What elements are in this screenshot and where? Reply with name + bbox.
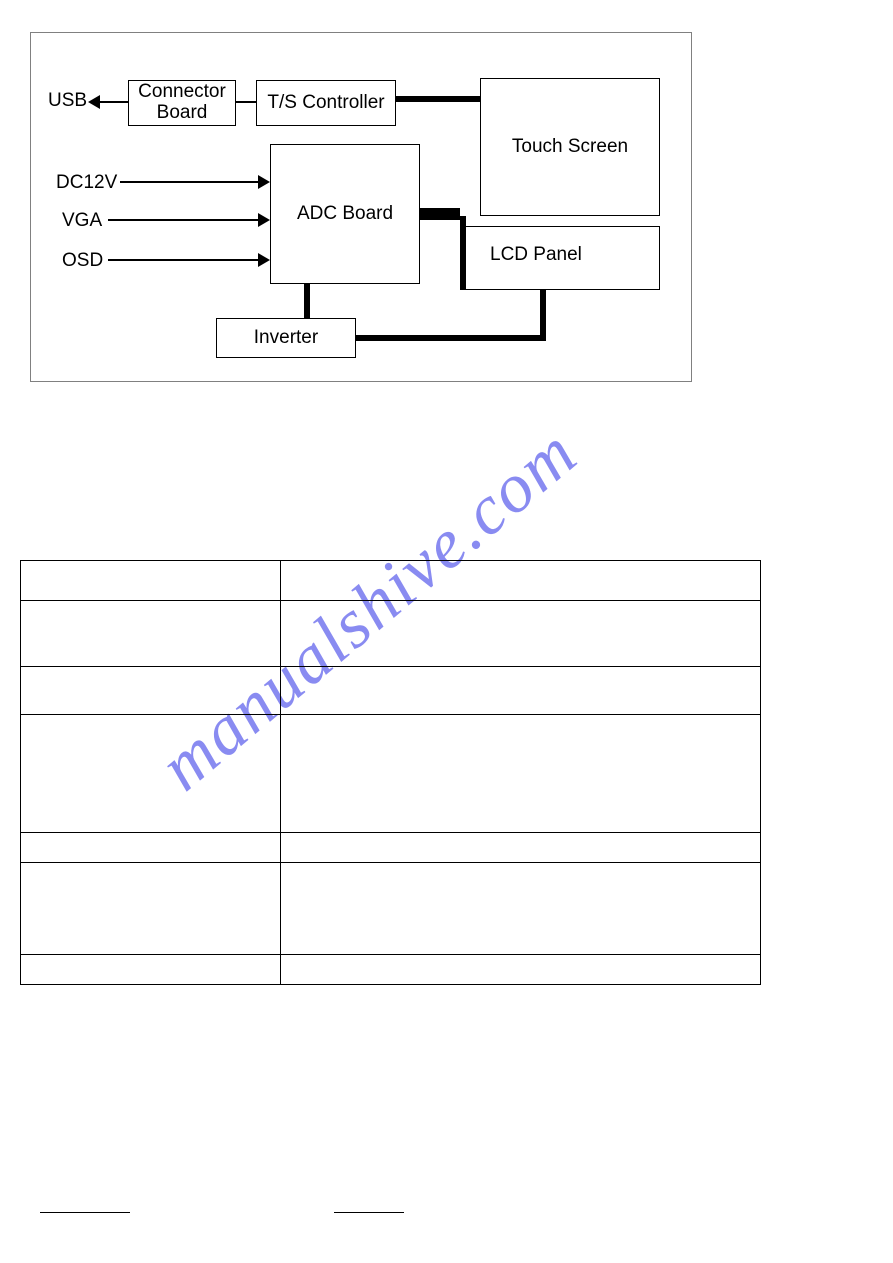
node-label: Inverter (254, 328, 318, 349)
cell (281, 561, 761, 601)
table-row (21, 863, 761, 955)
cell (21, 955, 281, 985)
edge (98, 101, 128, 103)
edge (120, 181, 258, 183)
edge (108, 219, 258, 221)
cell (21, 715, 281, 833)
cell (281, 863, 761, 955)
footer-underline (334, 1212, 404, 1213)
node-connector-board: ConnectorBoard (128, 80, 236, 126)
arrow-icon (258, 175, 270, 189)
cell (21, 833, 281, 863)
node-label: ConnectorBoard (138, 82, 226, 124)
cell (281, 715, 761, 833)
table-row (21, 561, 761, 601)
node-label: Touch Screen (512, 137, 628, 158)
cell (281, 955, 761, 985)
table-row (21, 955, 761, 985)
cell (281, 833, 761, 863)
edge (460, 216, 466, 290)
node-inverter: Inverter (216, 318, 356, 358)
node-label: ADC Board (297, 204, 393, 225)
edge (396, 96, 480, 102)
edge (420, 208, 460, 220)
cell (281, 601, 761, 667)
cell (21, 561, 281, 601)
page: manualshive.com ConnectorBoard T/S Contr… (0, 0, 893, 1263)
io-label-dc12v: DC12V (56, 172, 117, 194)
io-label-osd: OSD (62, 250, 103, 272)
table-row (21, 833, 761, 863)
edge (108, 259, 258, 261)
table-row (21, 601, 761, 667)
edge (540, 290, 546, 341)
table-row (21, 667, 761, 715)
footer-underline (40, 1212, 130, 1213)
cell (21, 601, 281, 667)
node-touch-screen: Touch Screen (480, 78, 660, 216)
io-label-vga: VGA (62, 210, 102, 232)
edge (236, 101, 256, 103)
edge (304, 284, 310, 318)
node-ts-controller: T/S Controller (256, 80, 396, 126)
edge (356, 335, 546, 341)
cell (21, 667, 281, 715)
lcd-panel-text: LCD Panel (490, 244, 582, 266)
node-label: T/S Controller (267, 93, 384, 114)
arrow-icon (258, 253, 270, 267)
cell (281, 667, 761, 715)
table-row (21, 715, 761, 833)
cell (21, 863, 281, 955)
arrow-icon (258, 213, 270, 227)
spec-table (20, 560, 761, 985)
io-label-usb: USB (48, 90, 87, 112)
node-adc-board: ADC Board (270, 144, 420, 284)
